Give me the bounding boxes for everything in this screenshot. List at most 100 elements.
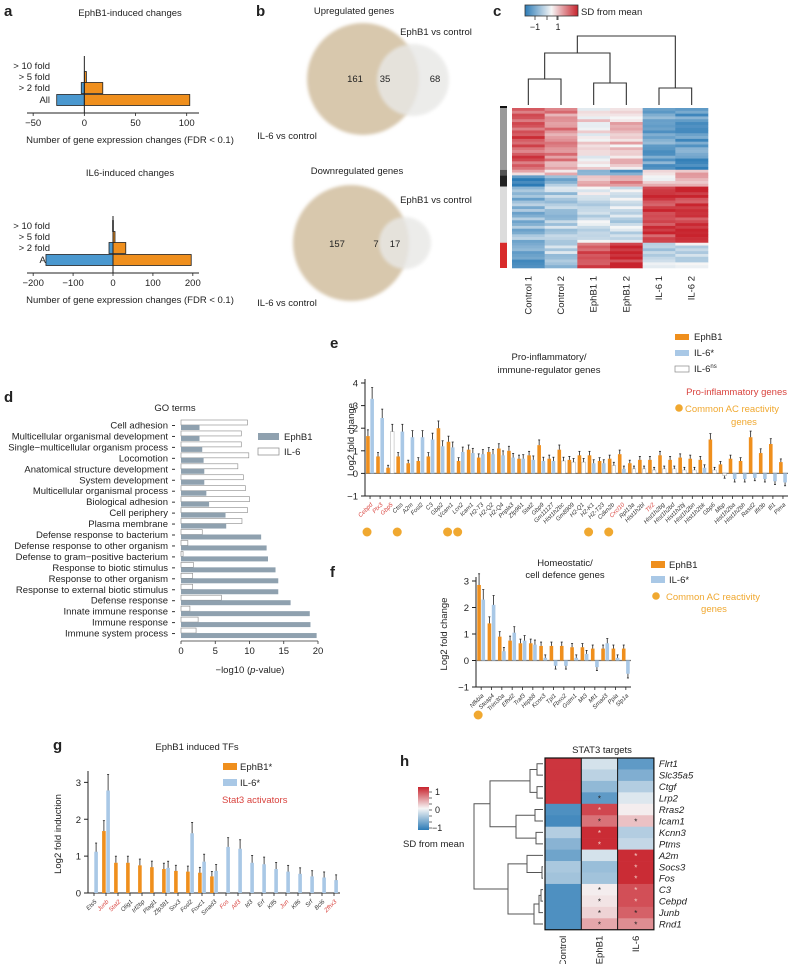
- bar-il6: [180, 496, 250, 502]
- heatmap-cell: [610, 113, 643, 117]
- bar-ephb1: [181, 556, 268, 562]
- row-label: Kcnn3: [659, 828, 687, 839]
- heatmap-cell: [544, 110, 578, 114]
- heatmap-cell: [675, 164, 709, 168]
- column-label: Control 2: [556, 276, 567, 315]
- chart-title: STAT3 targets: [572, 745, 632, 756]
- heatmap-cell: [577, 203, 611, 207]
- heatmap-cell: [642, 256, 676, 260]
- bar-up: [83, 82, 104, 94]
- legend-label-il6: IL-6*: [240, 778, 260, 789]
- heatmap-cell: [512, 217, 545, 221]
- heatmap-cell: [675, 152, 709, 157]
- heatmap-cell: [642, 262, 676, 266]
- y-tick-label: 1: [76, 852, 81, 863]
- bar-il6: [310, 876, 314, 893]
- gene-label: Mt1: [588, 693, 599, 704]
- heatmap-cell: [544, 211, 578, 215]
- bar-ephb1: [181, 512, 226, 518]
- bar-il6: [491, 604, 496, 661]
- bar-ephb1: [162, 869, 166, 893]
- heatmap-cell: [642, 214, 676, 218]
- bar-il6: [226, 846, 230, 893]
- heatmap-cell: [581, 758, 618, 770]
- annotation-stat3-activators: Stat3 activators: [222, 795, 288, 806]
- legend-swatch-il6ns: [674, 365, 690, 373]
- common-ac-marker: [392, 527, 402, 537]
- heatmap-cell: [610, 124, 643, 128]
- significance-star: *: [634, 898, 637, 907]
- column-label: EphB1: [594, 936, 605, 964]
- heatmap-cell: [675, 180, 709, 185]
- annotation-common-ac: Common AC reactivity: [685, 404, 779, 415]
- bar-down: [45, 254, 114, 266]
- heatmap-cell: [577, 147, 611, 151]
- heatmap-cell: [544, 133, 578, 137]
- heatmap-cell: [642, 166, 676, 171]
- heatmap-cell: [610, 228, 643, 232]
- heatmap-cell: [610, 253, 643, 258]
- bar-ephb1: [758, 453, 763, 474]
- bar-ephb1: [181, 567, 276, 573]
- heatmap-cell: [544, 228, 578, 232]
- bar-il6: [180, 485, 246, 492]
- bar-il6: [180, 474, 244, 481]
- heatmap-cell: [577, 237, 611, 241]
- heatmap-cell: [642, 144, 676, 148]
- heatmap-cell: [512, 161, 545, 165]
- heatmap-cell: [610, 183, 643, 187]
- heatmap-cell: [512, 144, 545, 148]
- heatmap-cell: [512, 242, 545, 246]
- heatmap-cell: [545, 792, 582, 805]
- y-axis-label: Log2 fold change: [346, 403, 357, 476]
- heatmap-cell: [610, 180, 643, 185]
- heatmap-cell: [577, 192, 611, 196]
- x-tick-label: 200: [185, 278, 201, 289]
- bar-ephb1: [181, 523, 227, 529]
- heatmap-cell: [512, 133, 545, 137]
- legend-label-il6sig: IL-6*: [694, 348, 714, 359]
- heatmap-cell: [675, 178, 709, 182]
- heatmap-cell: [512, 209, 545, 213]
- heatmap-cell: [577, 122, 611, 126]
- heatmap-cell: [675, 169, 709, 173]
- category-label: > 10 fold: [13, 221, 50, 232]
- column-label: IL-6: [631, 936, 642, 952]
- heatmap-cell: [610, 169, 643, 173]
- heatmap-cell: [675, 122, 709, 126]
- heatmap-cell: [642, 158, 676, 162]
- legend-swatch-ephb1: [223, 763, 237, 770]
- heatmap-cell: [610, 206, 643, 210]
- heatmap-cell: [544, 214, 578, 218]
- heatmap-cell: [675, 200, 709, 204]
- bar-ephb1: [181, 545, 267, 551]
- heatmap-cell: [675, 197, 709, 201]
- heatmap-cell: [675, 127, 709, 131]
- dendrogram-branch: [534, 809, 543, 822]
- bar-ephb1: [698, 459, 703, 474]
- x-tick-label: −200: [22, 278, 43, 289]
- heatmap-cell: [675, 189, 709, 193]
- heatmap-cell: [545, 861, 582, 873]
- go-term-label: Single−multicellular organism process: [8, 442, 168, 453]
- bar-il6: [180, 441, 242, 448]
- bar-il6: [626, 660, 630, 674]
- y-axis-label: Log2 fold change: [439, 598, 450, 671]
- gene-label: Stat2: [108, 899, 123, 914]
- heatmap-cell: [545, 803, 582, 816]
- heatmap-cell: [545, 918, 582, 931]
- heatmap-cell: [642, 220, 676, 224]
- heatmap-cell: [544, 186, 578, 190]
- heatmap-cell: [642, 133, 676, 137]
- x-tick-label: 0: [82, 118, 87, 129]
- y-tick-label: 1: [464, 630, 469, 641]
- legend-swatch-il6: [223, 779, 237, 786]
- heatmap-cell: [544, 116, 578, 120]
- bar-il6: [682, 469, 687, 474]
- bar-ephb1: [386, 467, 390, 474]
- heatmap-cell: [544, 225, 578, 230]
- bar-il6: [460, 451, 465, 474]
- heatmap-cell: [610, 220, 643, 224]
